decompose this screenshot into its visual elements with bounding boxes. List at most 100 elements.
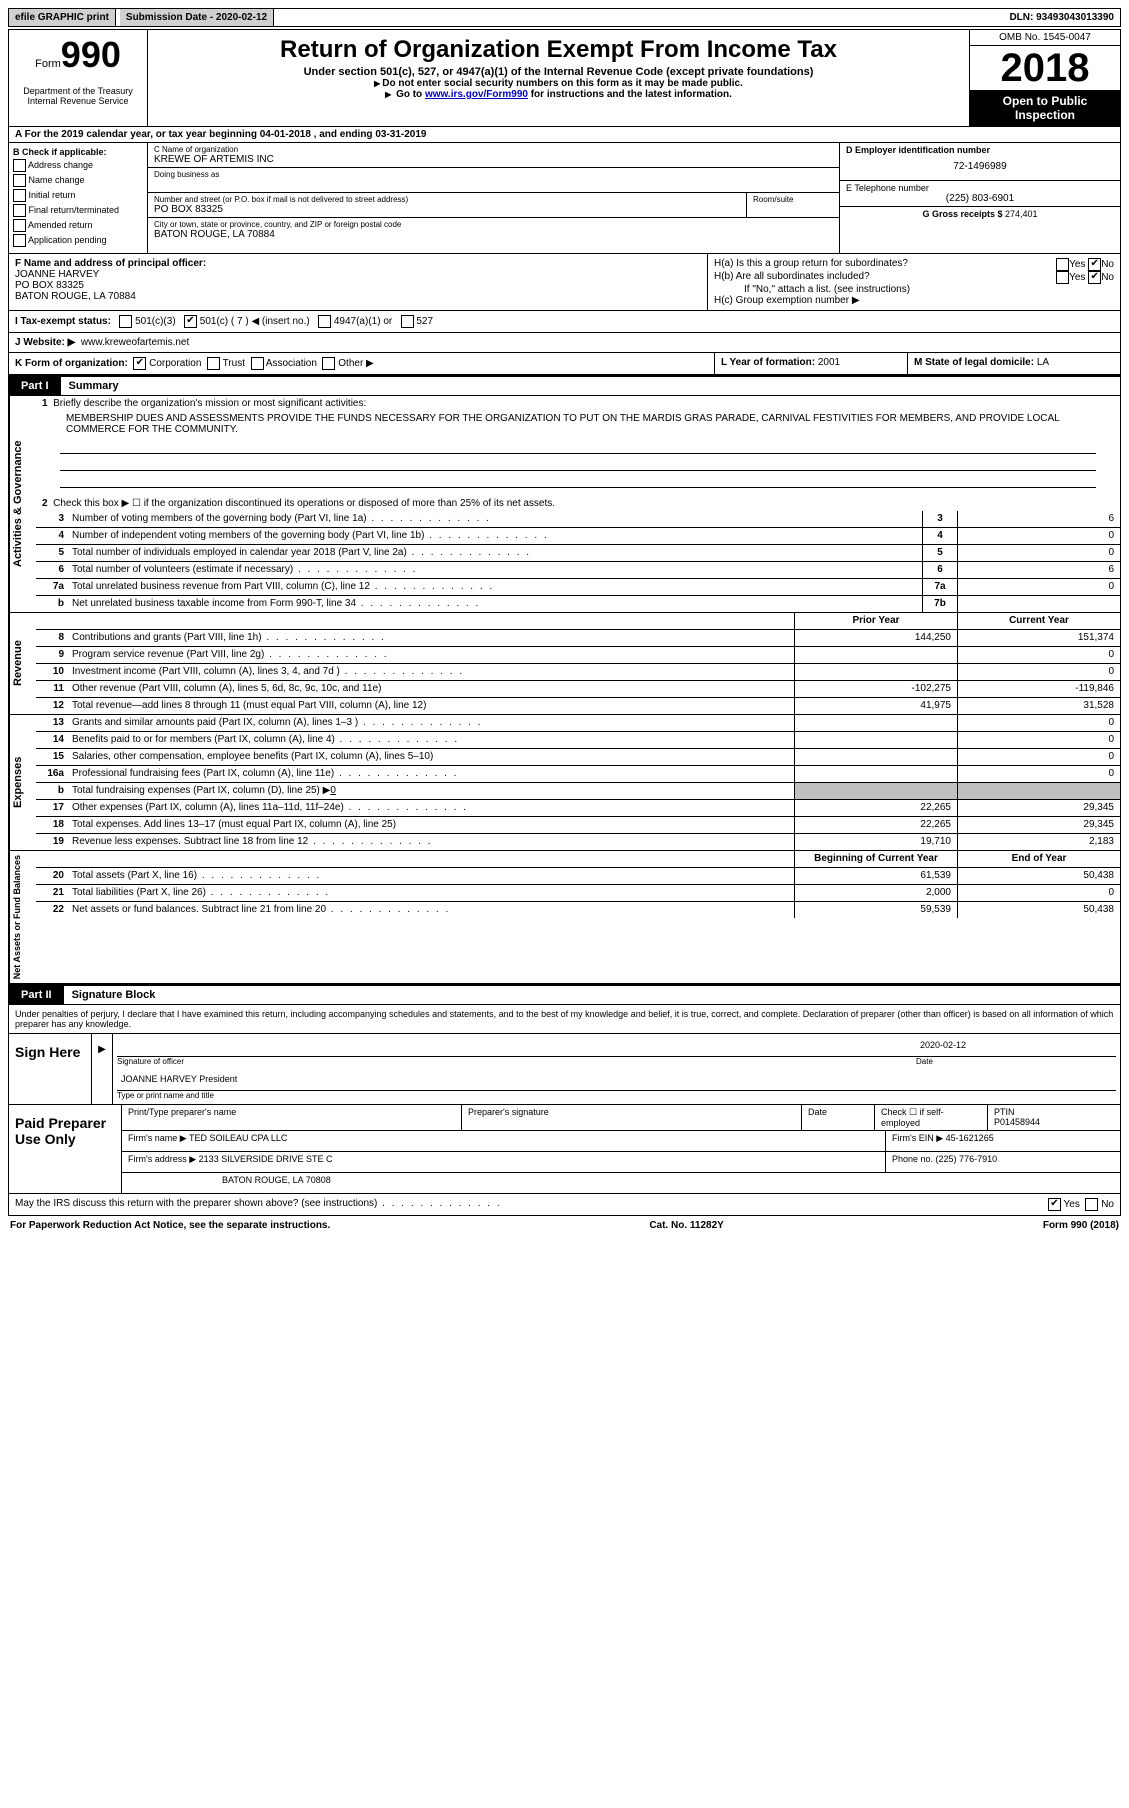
l19: Revenue less expenses. Subtract line 18 … [68,834,794,850]
irs-link[interactable]: www.irs.gov/Form990 [425,89,528,100]
l9p [794,647,957,663]
l7a: Total unrelated business revenue from Pa… [68,579,922,595]
part2-label: Part II [9,986,64,1004]
prep-h2: Preparer's signature [462,1105,802,1130]
cb-pending[interactable]: Application pending [13,234,143,247]
officer-label: F Name and address of principal officer: [15,258,701,269]
k-assoc: Association [266,358,317,369]
firm-addr2: BATON ROUGE, LA 70808 [122,1173,1120,1193]
cb-final[interactable]: Final return/terminated [13,204,143,217]
te-501c: 501(c) ( 7 ) ◀ (insert no.) [200,316,310,327]
l7bv [957,596,1120,612]
row-website: J Website: ▶ www.kreweofartemis.net [8,333,1121,353]
org-name: KREWE OF ARTEMIS INC [154,154,833,165]
website-label: J Website: ▶ [15,337,75,348]
l-label: L Year of formation: [721,357,818,368]
sig-label: Signature of officer [117,1057,916,1066]
l19p: 19,710 [794,834,957,850]
l15: Salaries, other compensation, employee b… [68,749,794,765]
hc-label: H(c) Group exemption number ▶ [714,295,1114,306]
part1-label: Part I [9,377,61,395]
sub3-post: for instructions and the latest informat… [528,89,732,100]
l20p: 61,539 [794,868,957,884]
col-current: Current Year [957,613,1120,629]
l20c: 50,438 [957,868,1120,884]
l21p: 2,000 [794,885,957,901]
penalty-text: Under penalties of perjury, I declare th… [9,1005,1120,1033]
l10: Investment income (Part VIII, column (A)… [68,664,794,680]
gross-label: G Gross receipts $ [922,209,1005,219]
col-f-officer: F Name and address of principal officer:… [9,254,707,310]
l16b: Total fundraising expenses (Part IX, col… [68,783,794,799]
phone-label: Phone no. [892,1154,936,1164]
l4v: 0 [957,528,1120,544]
dept-treasury: Department of the Treasury [13,86,143,96]
prep-h5: PTIN [994,1107,1114,1117]
dln-label: DLN: [1009,12,1036,23]
l21: Total liabilities (Part X, line 26) [68,885,794,901]
section-fh: F Name and address of principal officer:… [8,254,1121,311]
cb-amended[interactable]: Amended return [13,219,143,232]
grid-net: Net Assets or Fund Balances Beginning of… [8,851,1121,984]
l12: Total revenue—add lines 8 through 11 (mu… [68,698,794,714]
sub3-pre: Go to [396,89,425,100]
l22c: 50,438 [957,902,1120,918]
side-exp: Expenses [9,715,36,850]
l11c: -119,846 [957,681,1120,697]
l13: Grants and similar amounts paid (Part IX… [68,715,794,731]
col-end: End of Year [957,851,1120,867]
sig-name: JOANNE HARVEY President [117,1072,1116,1091]
l7av: 0 [957,579,1120,595]
col-prior: Prior Year [794,613,957,629]
l12c: 31,528 [957,698,1120,714]
l3v: 6 [957,511,1120,527]
website-value: www.kreweofartemis.net [81,337,189,348]
header-left: Form990 Department of the Treasury Inter… [9,30,148,126]
footer-right: Form 990 (2018) [1043,1220,1119,1231]
grid-revenue: Revenue Prior YearCurrent Year 8Contribu… [8,613,1121,715]
org-address: PO BOX 83325 [154,204,740,215]
col-b-checkboxes: B Check if applicable: Address change Na… [9,143,148,253]
col-h: H(a) Is this a group return for subordin… [707,254,1120,310]
efile-print-button[interactable]: efile GRAPHIC print [9,9,116,26]
dept-irs: Internal Revenue Service [13,96,143,106]
form-header: Form990 Department of the Treasury Inter… [8,29,1121,127]
section-bcd: B Check if applicable: Address change Na… [8,143,1121,254]
k-corp: Corporation [149,358,201,369]
te-501c3: 501(c)(3) [135,316,176,327]
discuss-no: No [1101,1199,1114,1210]
m-label: M State of legal domicile: [914,357,1037,368]
l13c: 0 [957,715,1120,731]
l22: Net assets or fund balances. Subtract li… [68,902,794,918]
l22p: 59,539 [794,902,957,918]
l17: Other expenses (Part IX, column (A), lin… [68,800,794,816]
cb-name[interactable]: Name change [13,174,143,187]
l19c: 2,183 [957,834,1120,850]
ha-yes: Yes [1069,259,1085,270]
ein-value: 72-1496989 [846,155,1114,178]
l13p [794,715,957,731]
dln-value: 93493043013390 [1036,12,1114,23]
subtitle-2: Do not enter social security numbers on … [156,78,961,89]
cb-initial[interactable]: Initial return [13,189,143,202]
l11: Other revenue (Part VIII, column (A), li… [68,681,794,697]
form-number: 990 [61,34,121,75]
cb-address[interactable]: Address change [13,159,143,172]
l18c: 29,345 [957,817,1120,833]
footer-mid: Cat. No. 11282Y [649,1220,723,1231]
l2-text: Check this box ▶ ☐ if the organization d… [53,498,555,509]
l4: Number of independent voting members of … [68,528,922,544]
grid-expenses: Expenses 13Grants and similar amounts pa… [8,715,1121,851]
te-527: 527 [416,316,433,327]
l16ac: 0 [957,766,1120,782]
form-word: Form [35,58,61,70]
discuss-text: May the IRS discuss this return with the… [15,1198,502,1211]
l8c: 151,374 [957,630,1120,646]
prep-h1: Print/Type preparer's name [122,1105,462,1130]
l14p [794,732,957,748]
col-d: D Employer identification number 72-1496… [839,143,1120,253]
tel-value: (225) 803-6901 [846,193,1114,204]
l1-text: MEMBERSHIP DUES AND ASSESSMENTS PROVIDE … [36,411,1120,437]
sig-name-label: Type or print name and title [117,1091,1116,1100]
l3: Number of voting members of the governin… [68,511,922,527]
